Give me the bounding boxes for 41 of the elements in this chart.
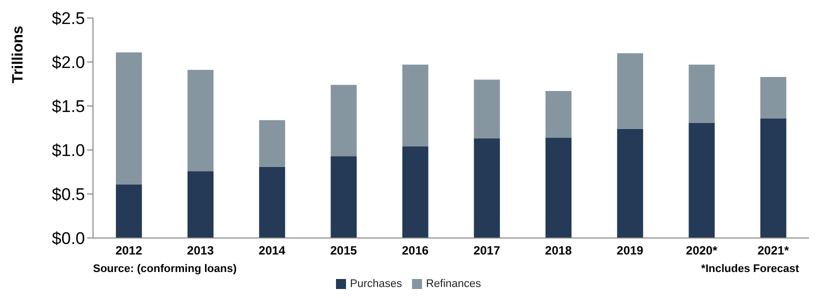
x-tick-label: 2021*: [758, 244, 790, 258]
x-tick-label: 2019: [616, 244, 644, 258]
legend-label: Purchases: [350, 278, 402, 290]
x-tick-label: 2014: [258, 244, 286, 258]
x-tick-label: 2017: [473, 244, 500, 258]
bar: [259, 166, 286, 238]
bar: [330, 156, 357, 238]
bar: [116, 184, 142, 238]
bar: [402, 64, 428, 146]
y-tick-label: $1.5: [52, 97, 85, 116]
y-axis-title: Trillions: [10, 25, 27, 83]
bar: [188, 70, 214, 172]
x-tick-label: 2013: [187, 244, 214, 258]
x-tick-label: 2018: [545, 244, 572, 258]
y-tick-label: $2.0: [52, 53, 85, 72]
bar: [474, 80, 500, 139]
bar: [617, 53, 644, 129]
bar: [116, 52, 142, 184]
text: *Includes Forecast: [701, 263, 799, 275]
bar: [688, 64, 715, 123]
y-tick-label: $0.0: [52, 229, 85, 248]
bar: [330, 84, 357, 156]
legend-label: Refinances: [426, 278, 482, 290]
bar: [617, 128, 644, 238]
bar: [760, 76, 786, 118]
x-tick-label: 2016: [402, 244, 429, 258]
bar: [688, 122, 715, 238]
bar: [188, 171, 214, 238]
bar: [259, 120, 286, 167]
bar: [546, 138, 572, 238]
x-tick-label: 2020*: [686, 244, 718, 258]
bar: [546, 91, 572, 138]
source-note: Source: (conforming loans): [93, 263, 237, 275]
bar: [402, 146, 428, 238]
y-tick-label: $1.0: [52, 141, 85, 160]
y-tick-label: $2.5: [52, 9, 85, 28]
x-tick-label: 2015: [330, 244, 358, 258]
bar: [474, 138, 500, 238]
x-tick-label: 2012: [115, 244, 142, 258]
y-tick-label: $0.5: [52, 185, 85, 204]
bar: [760, 118, 786, 238]
